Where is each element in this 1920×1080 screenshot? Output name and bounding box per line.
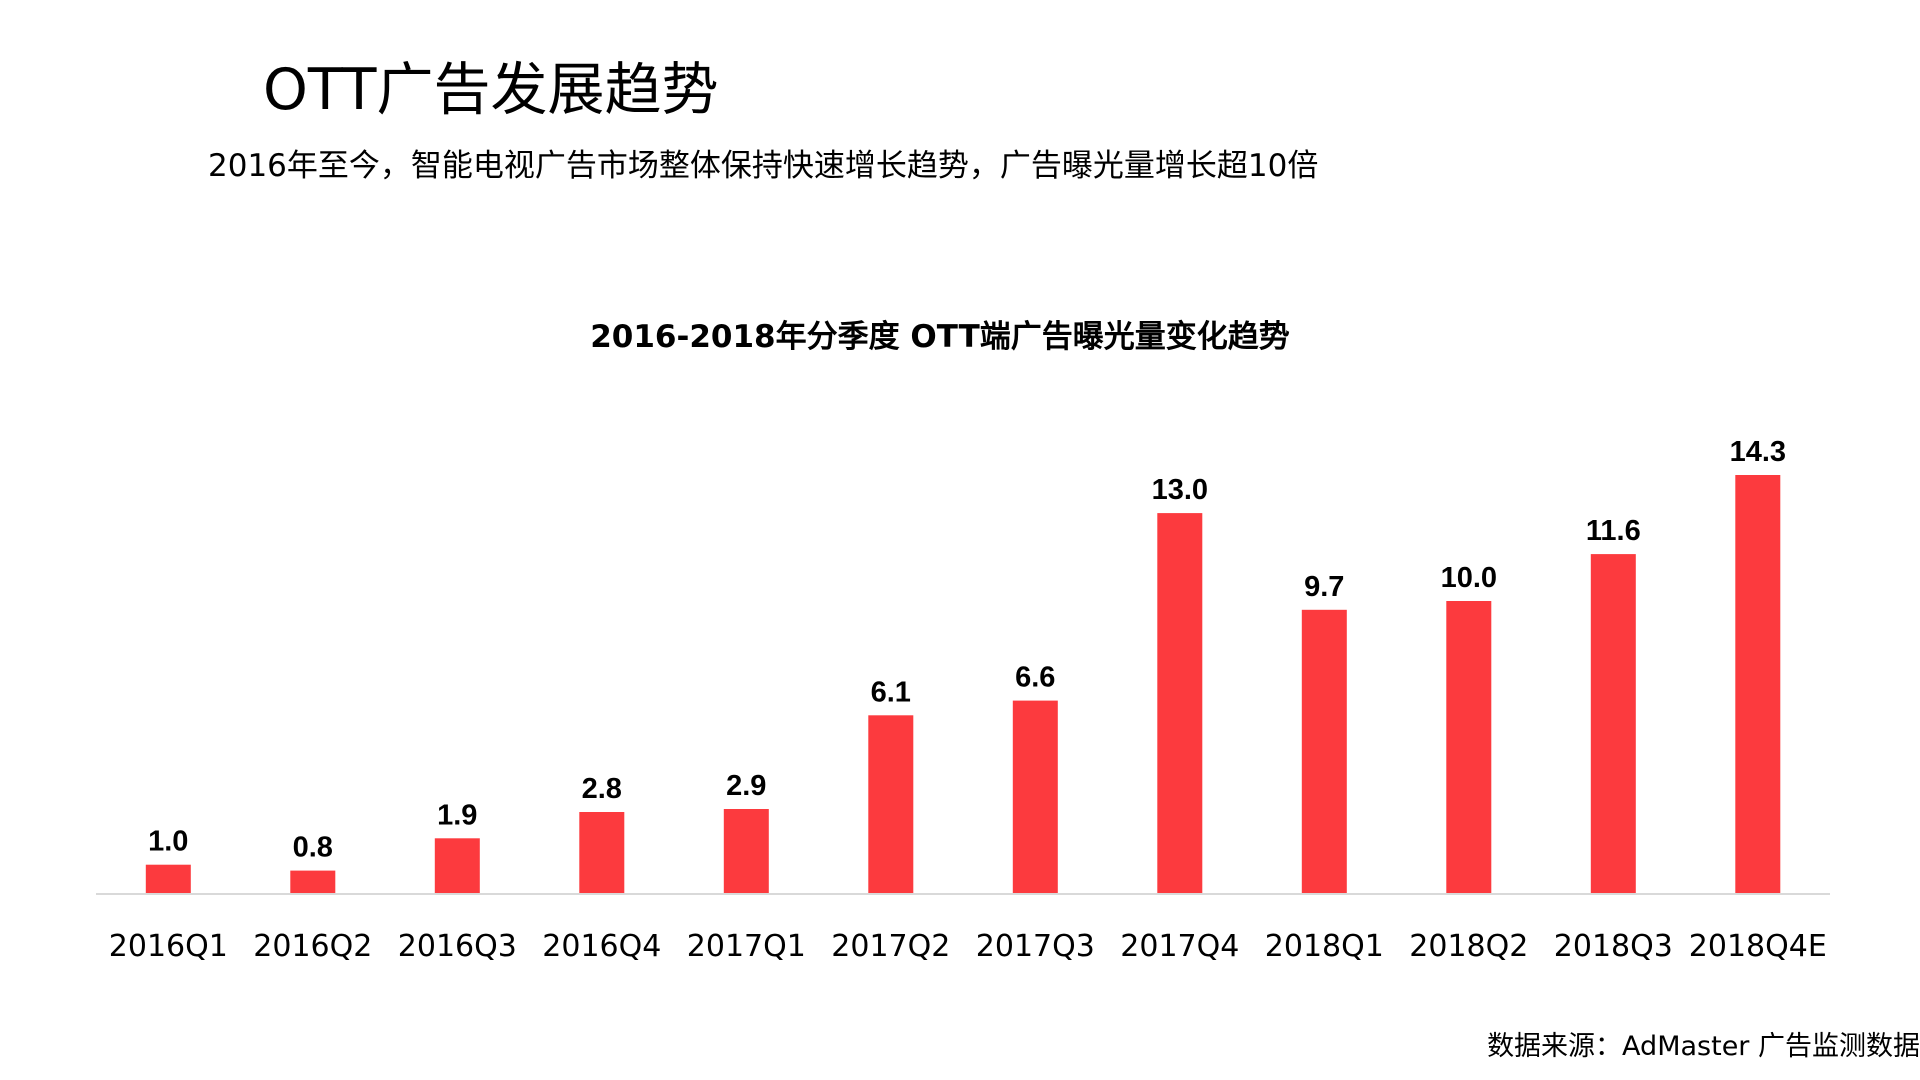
- data-label-2016Q1: 1.0: [148, 826, 188, 858]
- bar-2016Q3: [434, 838, 480, 894]
- bar-2016Q2: [290, 870, 336, 894]
- x-tick-2018Q4E: 2018Q4E: [1689, 929, 1827, 964]
- bar-2018Q1: [1301, 609, 1347, 894]
- bar-2018Q2: [1446, 601, 1492, 894]
- x-tick-2017Q2: 2017Q2: [831, 929, 950, 964]
- x-tick-2017Q4: 2017Q4: [1120, 929, 1239, 964]
- bar-2017Q2: [868, 715, 914, 894]
- bar-2017Q3: [1012, 700, 1058, 894]
- x-tick-2018Q3: 2018Q3: [1554, 929, 1673, 964]
- data-label-2017Q4: 13.0: [1152, 474, 1208, 506]
- page-subtitle: 2016年至今，智能电视广告市场整体保持快速增长趋势，广告曝光量增长超10倍: [208, 148, 1319, 184]
- x-tick-2017Q3: 2017Q3: [976, 929, 1095, 964]
- x-tick-2018Q2: 2018Q2: [1409, 929, 1528, 964]
- data-label-2018Q4E: 14.3: [1730, 436, 1786, 468]
- bar-2017Q4: [1157, 513, 1203, 894]
- data-label-2017Q1: 2.9: [726, 770, 766, 802]
- x-tick-2017Q1: 2017Q1: [687, 929, 806, 964]
- page-title: OTT广告发展趋势: [263, 57, 719, 123]
- x-tick-2016Q3: 2016Q3: [398, 929, 517, 964]
- bar-2016Q4: [579, 812, 625, 894]
- bar-2018Q3: [1590, 554, 1636, 894]
- bar-2017Q1: [723, 809, 769, 894]
- x-tick-2018Q1: 2018Q1: [1265, 929, 1384, 964]
- data-label-2016Q2: 0.8: [293, 832, 333, 864]
- data-label-2017Q3: 6.6: [1015, 662, 1055, 694]
- bar-2016Q1: [145, 864, 191, 894]
- source-note: 数据来源：AdMaster 广告监测数据: [1487, 1031, 1920, 1062]
- x-tick-2016Q1: 2016Q1: [109, 929, 228, 964]
- x-tick-2016Q2: 2016Q2: [253, 929, 372, 964]
- x-tick-2016Q4: 2016Q4: [542, 929, 661, 964]
- data-label-2018Q3: 11.6: [1586, 515, 1641, 547]
- data-label-2016Q4: 2.8: [582, 773, 622, 805]
- data-label-2018Q2: 10.0: [1441, 562, 1497, 594]
- data-label-2016Q3: 1.9: [437, 799, 477, 831]
- data-label-2017Q2: 6.1: [871, 676, 911, 708]
- bar-2018Q4E: [1735, 475, 1781, 894]
- data-label-2018Q1: 9.7: [1304, 571, 1344, 603]
- chart-title: 2016-2018年分季度 OTT端广告曝光量变化趋势: [590, 319, 1290, 355]
